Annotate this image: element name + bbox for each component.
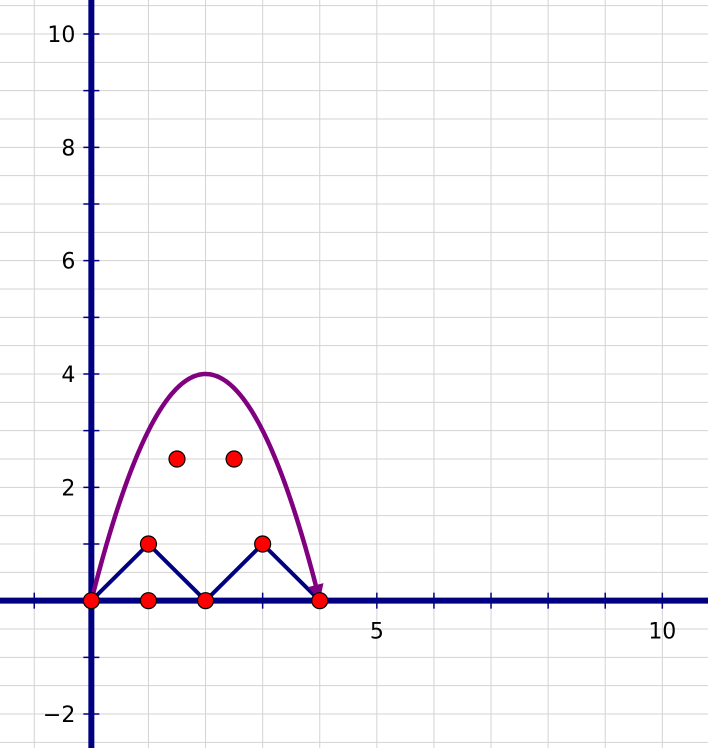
polyline-segment (203, 542, 265, 603)
polyline-segment (146, 542, 208, 603)
data-point (168, 450, 186, 468)
data-point (139, 535, 158, 553)
y-tick-label: 6 (61, 250, 75, 275)
polyline-segment (260, 542, 322, 603)
x-tick-label: 5 (370, 620, 384, 645)
data-point (196, 592, 215, 610)
y-tick-label: 10 (47, 23, 75, 48)
data-point (139, 592, 158, 610)
data-point (311, 592, 329, 610)
tick-labels: 5 10 −2 2 4 6 8 10 (43, 23, 676, 728)
y-tick-label: 2 (61, 476, 75, 501)
data-point (225, 450, 243, 468)
y-tick-label: 4 (61, 363, 75, 388)
data-point (254, 535, 272, 553)
polyline-segment (89, 542, 151, 603)
red-points (82, 450, 329, 610)
x-tick-label: 10 (648, 620, 676, 645)
y-tick-label: 8 (61, 136, 75, 161)
data-point (82, 592, 100, 610)
y-tick-label: −2 (43, 703, 75, 728)
zigzag-polyline (89, 542, 322, 603)
parabola-path (89, 371, 319, 603)
